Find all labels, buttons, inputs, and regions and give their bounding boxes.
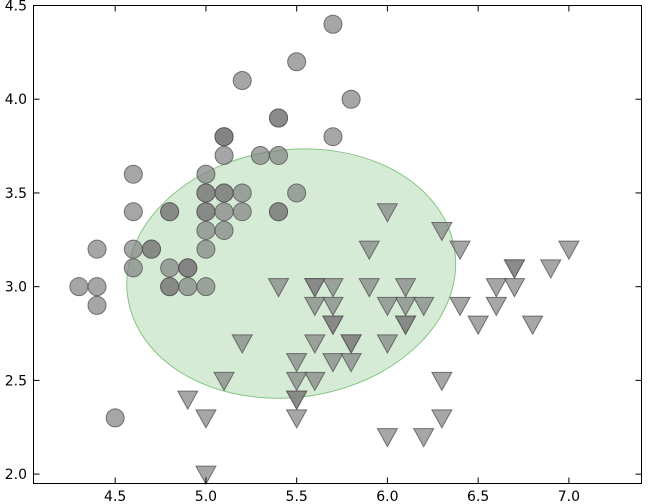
data-point-triangle (340, 353, 362, 373)
data-point-circle (160, 202, 180, 222)
y-tick-label: 2.0 (5, 467, 27, 483)
data-point-circle (105, 408, 125, 428)
data-point-circle (123, 202, 143, 222)
data-point-circle (178, 277, 198, 297)
data-point-triangle (303, 371, 326, 392)
y-tick-label: 3.0 (5, 280, 27, 296)
data-point-triangle (485, 278, 508, 298)
data-point-circle (87, 239, 107, 259)
data-point-circle (250, 145, 270, 165)
data-point-triangle (322, 315, 344, 336)
data-point-circle (341, 89, 361, 109)
data-point-triangle (322, 353, 344, 373)
data-point-circle (232, 70, 252, 90)
data-point-triangle (394, 278, 417, 298)
data-point-circle (123, 258, 143, 278)
data-point-triangle (231, 334, 254, 354)
data-point-triangle (376, 296, 399, 317)
data-point-circle (87, 277, 107, 297)
data-point-circle (123, 164, 143, 184)
data-point-circle (196, 277, 216, 297)
data-point-circle (196, 220, 216, 240)
ticks-layer: 4.5 5.0 5.5 6.0 6.5 7.0 2.0 2.5 3.0 3.5 4.0 4.5 (5, 0, 642, 504)
data-point-circle (214, 127, 234, 147)
data-point-circle (232, 183, 252, 203)
y-tick-label: 3.5 (5, 186, 27, 202)
data-point-circle (196, 239, 216, 259)
x-tick-label: 6.5 (467, 489, 489, 504)
data-point-triangle (503, 278, 526, 298)
data-point-circle (287, 183, 307, 203)
x-tick-label: 6.0 (376, 489, 398, 504)
data-point-triangle (285, 390, 308, 411)
data-point-triangle (412, 428, 435, 448)
data-point-circle (196, 202, 216, 222)
data-point-circle (178, 258, 198, 278)
data-point-triangle (376, 334, 399, 354)
data-point-triangle (558, 240, 580, 261)
x-tick-label: 4.5 (104, 489, 126, 504)
data-point-triangle (303, 334, 326, 354)
data-point-circle (87, 295, 107, 315)
data-point-triangle (195, 409, 217, 429)
data-point-circle (287, 52, 307, 72)
data-point-triangle (322, 296, 344, 317)
data-point-triangle (358, 278, 381, 298)
data-point-circle (196, 183, 216, 203)
plot-frame (33, 5, 642, 484)
data-point-triangle (394, 315, 417, 336)
data-point-triangle (322, 278, 344, 298)
data-point-circle (269, 108, 289, 128)
data-point-circle (123, 239, 143, 259)
data-point-triangle (467, 315, 490, 336)
data-point-triangle (303, 278, 326, 298)
data-point-circle (214, 183, 234, 203)
data-point-triangle (431, 221, 453, 242)
y-tick-label: 4.0 (5, 92, 27, 108)
x-tick-label: 5.5 (286, 489, 308, 504)
data-point-triangle (539, 259, 562, 279)
data-point-triangle (449, 240, 471, 261)
points-layer (69, 14, 580, 486)
y-tick-label: 4.5 (5, 0, 27, 15)
y-tick-label: 2.5 (5, 373, 27, 389)
data-point-circle (160, 277, 180, 297)
data-point-circle (160, 258, 180, 278)
data-point-circle (141, 239, 161, 259)
data-point-circle (269, 145, 289, 165)
data-point-triangle (376, 428, 399, 448)
data-point-triangle (213, 371, 235, 392)
data-point-triangle (285, 353, 308, 373)
data-point-circle (232, 202, 252, 222)
data-point-triangle (267, 278, 290, 298)
data-point-circle (69, 277, 89, 297)
data-point-circle (214, 145, 234, 165)
data-point-circle (323, 127, 343, 147)
data-point-circle (214, 202, 234, 222)
data-point-triangle (431, 409, 453, 429)
data-point-triangle (340, 334, 362, 354)
data-point-triangle (449, 296, 471, 317)
data-point-triangle (503, 259, 526, 279)
data-point-circle (214, 220, 234, 240)
x-tick-label: 5.0 (195, 489, 217, 504)
data-point-triangle (521, 315, 544, 336)
data-point-triangle (485, 296, 508, 317)
data-point-triangle (285, 409, 308, 429)
data-point-triangle (195, 465, 217, 486)
data-point-circle (269, 202, 289, 222)
data-point-triangle (412, 296, 435, 317)
x-tick-label: 7.0 (558, 489, 580, 504)
data-point-circle (323, 14, 343, 34)
data-point-triangle (376, 203, 399, 223)
data-point-circle (196, 164, 216, 184)
data-point-triangle (431, 371, 453, 392)
data-point-triangle (358, 240, 381, 261)
data-point-triangle (176, 390, 199, 411)
